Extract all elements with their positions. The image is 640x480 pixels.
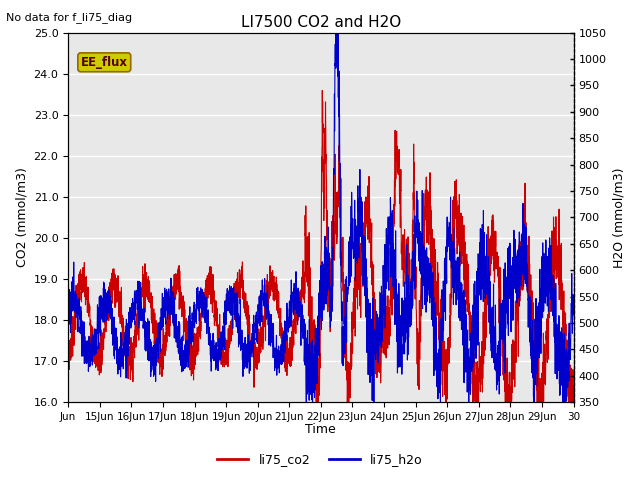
Y-axis label: H2O (mmol/m3): H2O (mmol/m3) bbox=[612, 167, 625, 267]
Title: LI7500 CO2 and H2O: LI7500 CO2 and H2O bbox=[241, 15, 401, 30]
Text: No data for f_li75_diag: No data for f_li75_diag bbox=[6, 12, 132, 23]
X-axis label: Time: Time bbox=[305, 423, 336, 436]
Legend: li75_co2, li75_h2o: li75_co2, li75_h2o bbox=[212, 448, 428, 471]
Y-axis label: CO2 (mmol/m3): CO2 (mmol/m3) bbox=[15, 168, 28, 267]
Text: EE_flux: EE_flux bbox=[81, 56, 128, 69]
